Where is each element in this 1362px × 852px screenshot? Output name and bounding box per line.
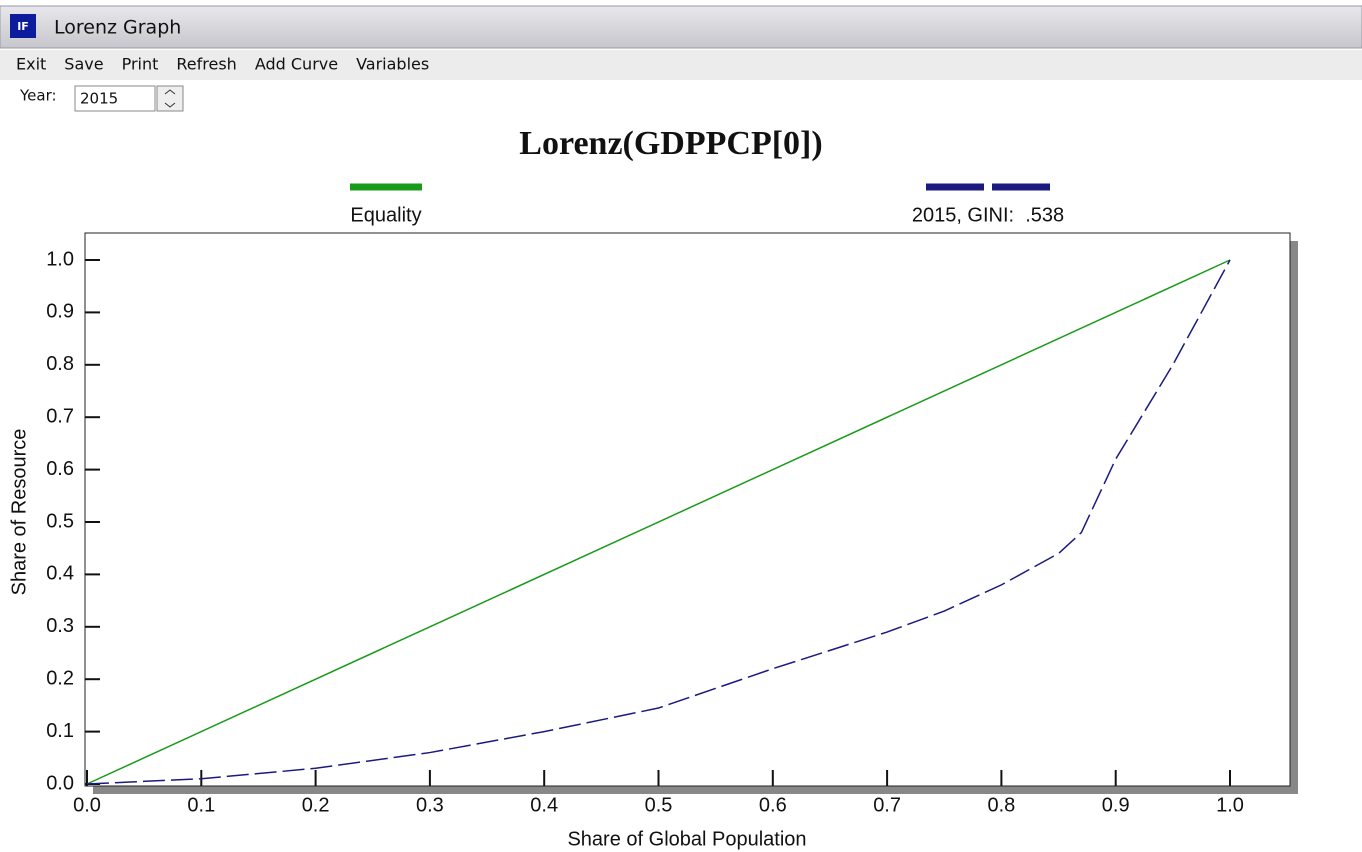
title-bar bbox=[0, 6, 1362, 48]
x-tick-label: 0.9 bbox=[1102, 794, 1130, 816]
year-label: Year: bbox=[19, 87, 57, 105]
y-tick-label: 0.5 bbox=[46, 510, 74, 532]
window-title: Lorenz Graph bbox=[54, 17, 181, 39]
menu-item[interactable]: Print bbox=[122, 55, 159, 74]
x-axis-label: Share of Global Population bbox=[567, 828, 806, 850]
x-tick-label: 0.8 bbox=[987, 794, 1015, 816]
y-tick-label: 0.9 bbox=[46, 301, 74, 323]
menu-item[interactable]: Exit bbox=[16, 55, 46, 74]
plot-shadow bbox=[93, 786, 1298, 794]
x-tick-label: 0.0 bbox=[73, 794, 101, 816]
app-icon-text: IF bbox=[17, 20, 29, 33]
y-tick-label: 0.2 bbox=[46, 667, 74, 689]
year-value: 2015 bbox=[80, 90, 118, 108]
y-tick-label: 1.0 bbox=[46, 248, 74, 270]
x-tick-label: 0.7 bbox=[873, 794, 901, 816]
x-tick-label: 0.3 bbox=[416, 794, 444, 816]
y-tick-label: 0.8 bbox=[46, 353, 74, 375]
y-tick-label: 0.3 bbox=[46, 615, 74, 637]
x-tick-label: 0.2 bbox=[302, 794, 330, 816]
y-tick-label: 0.7 bbox=[46, 405, 74, 427]
menu-item[interactable]: Variables bbox=[356, 55, 429, 74]
y-tick-label: 0.6 bbox=[46, 458, 74, 480]
y-axis-label: Share of Resource bbox=[8, 429, 30, 596]
legend-label: Equality bbox=[350, 204, 421, 226]
x-tick-label: 0.1 bbox=[187, 794, 215, 816]
plot-shadow bbox=[1290, 241, 1298, 794]
x-tick-label: 0.6 bbox=[759, 794, 787, 816]
y-tick-label: 0.0 bbox=[46, 772, 74, 794]
legend-label: 2015, GINI: .538 bbox=[912, 204, 1064, 226]
y-tick-label: 0.4 bbox=[46, 563, 74, 585]
menu-item[interactable]: Refresh bbox=[176, 55, 236, 74]
screen: IF Lorenz Graph Exit Save Print Refresh Add … bbox=[0, 0, 1362, 852]
y-tick-label: 0.1 bbox=[46, 720, 74, 742]
x-tick-label: 0.4 bbox=[530, 794, 558, 816]
menu-item[interactable]: Add Curve bbox=[255, 55, 338, 74]
menu-item[interactable]: Save bbox=[64, 55, 103, 74]
x-tick-label: 0.5 bbox=[645, 794, 673, 816]
x-tick-label: 1.0 bbox=[1216, 794, 1244, 816]
chart-title: Lorenz(GDPPCP[0]) bbox=[519, 125, 822, 162]
